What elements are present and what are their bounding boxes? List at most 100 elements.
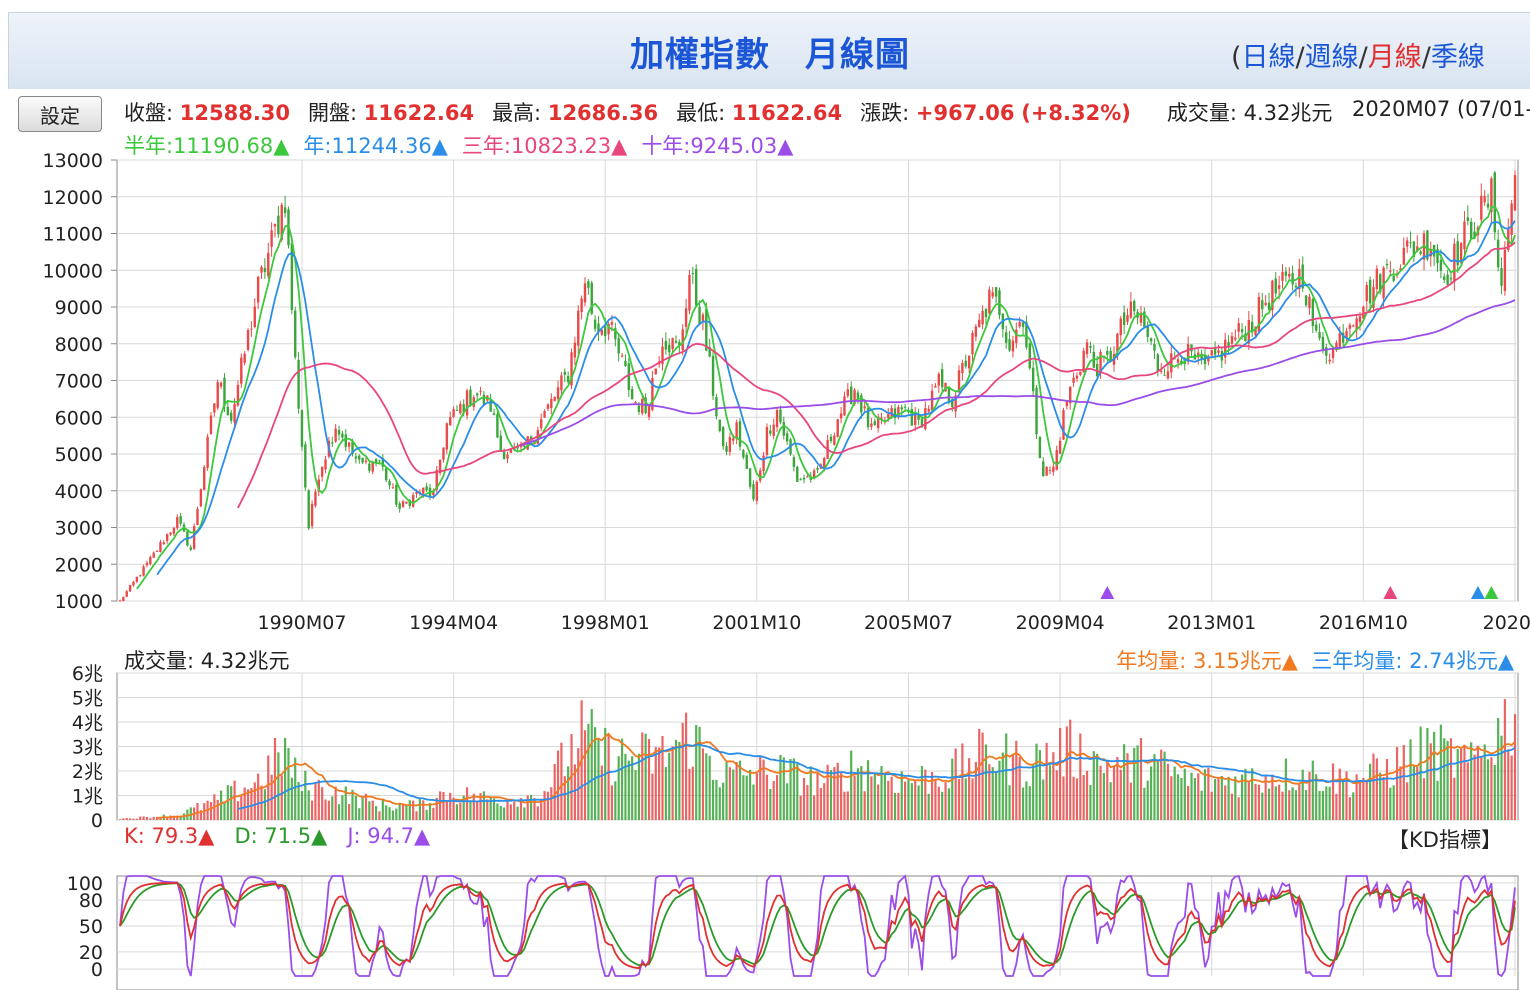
volume-bar bbox=[641, 732, 644, 820]
candle-body bbox=[162, 542, 166, 545]
candle-body bbox=[1463, 221, 1466, 250]
period-separator: / bbox=[1421, 42, 1431, 73]
candle-body bbox=[610, 322, 614, 325]
volume-bar bbox=[230, 786, 233, 820]
volume-bar bbox=[708, 755, 711, 820]
volume-bar bbox=[1399, 766, 1402, 820]
candle-body bbox=[135, 577, 139, 582]
price-y-tick-label: 1000 bbox=[55, 591, 103, 613]
candle-body bbox=[1186, 344, 1190, 362]
volume-bar bbox=[307, 790, 310, 820]
volume-bar bbox=[590, 709, 593, 820]
candle-body bbox=[445, 423, 449, 450]
volume-bar bbox=[934, 779, 937, 820]
volume-bar bbox=[1112, 766, 1116, 820]
volume-bar bbox=[937, 786, 940, 820]
volume-bar bbox=[334, 786, 337, 820]
volume-bar bbox=[337, 804, 341, 820]
volume-bar bbox=[698, 726, 701, 820]
ma-year-line bbox=[156, 220, 1516, 576]
volume-bar bbox=[1392, 785, 1395, 820]
period-monthly-link[interactable]: 月線 bbox=[1367, 42, 1422, 73]
volume-bar bbox=[836, 762, 839, 820]
volume-bar bbox=[705, 753, 708, 820]
candle-body bbox=[351, 441, 354, 454]
volume-bar bbox=[314, 782, 317, 820]
period-daily-link[interactable]: 日線 bbox=[1241, 42, 1296, 73]
volume-bar bbox=[920, 766, 924, 820]
volume-bar bbox=[1220, 775, 1223, 820]
volume-bar bbox=[1045, 742, 1048, 820]
candle-body bbox=[509, 448, 513, 453]
candle-body bbox=[661, 346, 664, 365]
candle-body bbox=[203, 467, 206, 490]
candle-body bbox=[209, 415, 213, 435]
candle-body bbox=[139, 575, 142, 577]
volume-bar bbox=[391, 810, 395, 820]
volume-bar bbox=[385, 805, 388, 820]
candle-body bbox=[1510, 203, 1513, 235]
candle-body bbox=[475, 393, 479, 396]
candle-body bbox=[425, 486, 428, 491]
volume-bar bbox=[1214, 779, 1217, 820]
candle-body bbox=[974, 326, 978, 337]
candle-body bbox=[233, 403, 236, 423]
volume-bar bbox=[961, 743, 964, 820]
period-weekly-link[interactable]: 週線 bbox=[1304, 42, 1359, 73]
candle-body bbox=[1008, 339, 1011, 351]
candle-body bbox=[1062, 410, 1065, 440]
volume-bar bbox=[732, 769, 735, 820]
candle-body bbox=[482, 394, 486, 405]
volume-bar bbox=[597, 739, 600, 820]
candle-body bbox=[118, 600, 122, 602]
candle-body bbox=[1277, 285, 1281, 289]
volume-bar bbox=[607, 735, 610, 820]
candle-body bbox=[866, 408, 870, 428]
period-quarterly-link[interactable]: 季線 bbox=[1430, 42, 1485, 73]
volume-bar bbox=[1352, 792, 1355, 820]
price-y-tick-label: 6000 bbox=[55, 407, 103, 429]
volume-bar bbox=[300, 791, 304, 820]
candle-body bbox=[984, 308, 988, 318]
volume-bar bbox=[957, 779, 961, 820]
candle-body bbox=[1375, 268, 1379, 289]
volume-bar bbox=[465, 787, 469, 820]
candle-body bbox=[256, 276, 260, 303]
volume-bar bbox=[759, 755, 762, 820]
candle-body bbox=[1261, 300, 1264, 310]
candle-body bbox=[684, 308, 688, 327]
settings-button[interactable]: 設定 bbox=[18, 96, 102, 132]
ma-half-year-line bbox=[136, 205, 1516, 590]
candle-body bbox=[1372, 287, 1375, 308]
volume-bar bbox=[846, 791, 849, 820]
volume-bar bbox=[786, 783, 789, 820]
candle-body bbox=[1119, 318, 1122, 336]
candle-body bbox=[620, 355, 624, 357]
volume-bar bbox=[529, 794, 533, 820]
candle-body bbox=[1264, 302, 1267, 306]
candle-body bbox=[927, 408, 930, 412]
volume-bar bbox=[378, 811, 381, 820]
candle-body bbox=[550, 398, 553, 409]
candle-body bbox=[1042, 461, 1045, 477]
candle-body bbox=[1291, 273, 1294, 285]
volume-bar bbox=[860, 766, 863, 820]
volume-bar bbox=[1335, 793, 1338, 820]
candle-body bbox=[1429, 249, 1432, 257]
candle-body bbox=[725, 445, 728, 452]
candle-body bbox=[1325, 347, 1328, 356]
candle-body bbox=[1015, 329, 1018, 343]
candle-body bbox=[792, 457, 796, 467]
candle-body bbox=[853, 389, 856, 405]
candle-body bbox=[870, 423, 873, 427]
candle-body bbox=[839, 413, 843, 419]
volume-bar bbox=[526, 795, 529, 820]
candle-body bbox=[674, 340, 678, 343]
volume-bar bbox=[988, 764, 991, 820]
candle-body bbox=[411, 495, 415, 507]
candle-body bbox=[647, 405, 651, 417]
candle-body bbox=[1385, 263, 1389, 266]
volume-bar bbox=[179, 815, 182, 820]
open-label: 開盤: bbox=[308, 101, 358, 125]
kd-j-value: J: 94.7▲ bbox=[347, 824, 431, 848]
